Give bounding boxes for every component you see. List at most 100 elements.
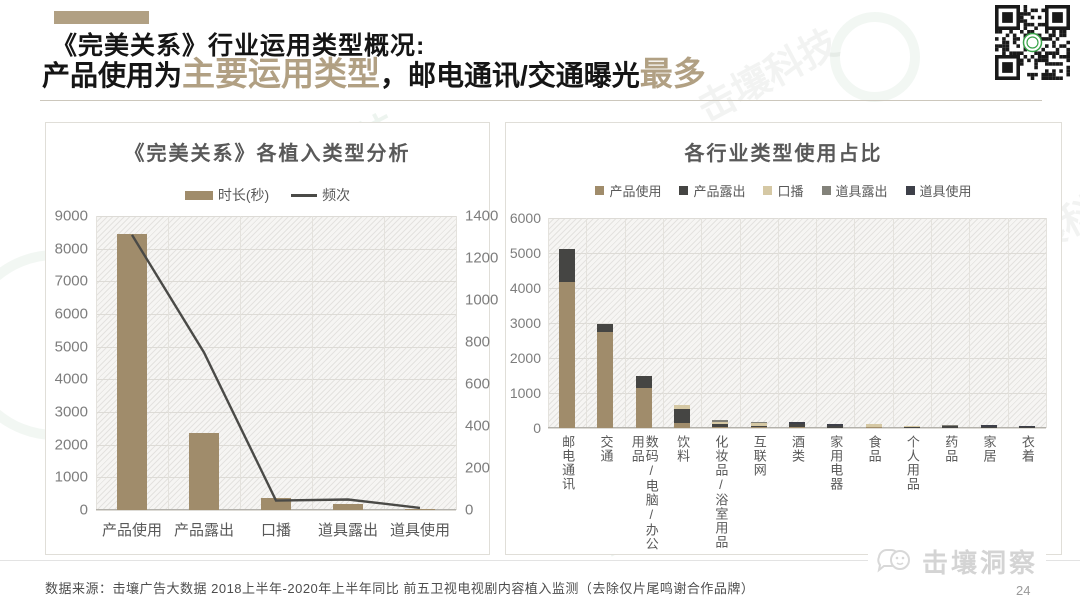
segment-道具使用-衣着 [1018,425,1035,428]
gridline-v [854,218,856,428]
segment-产品使用-邮电通讯 [559,282,576,428]
gridline-h [96,412,456,413]
data-source-note: 数据来源：击壤广告大数据 2018上半年-2020年上半年同比 前五卫视电视剧内… [45,581,755,596]
gridline-v [240,216,241,510]
segment-产品露出-药品 [942,426,959,428]
segment-口播-个人用品 [903,425,920,428]
segment-道具露出-互联网 [750,421,767,424]
left-chart-panel: 《完美关系》各植入类型分析 时长(秒) 频次 9000 8000 7000 6000 500… [45,122,498,555]
gridline-v [168,216,169,510]
gridline-v [456,216,457,510]
y-axis-tick: 3000 [509,315,541,331]
x-label-道具露出: 道具露出 [317,522,378,539]
y-axis-right-tick: 400 [465,417,491,435]
道具使用-swatch [905,186,915,195]
header-accent-bar [54,11,149,24]
y-axis-right-tick: 600 [465,375,491,393]
segment-口播-化妆品/浴室用品 [712,422,729,424]
gridline-h [548,288,1046,289]
x-label-个人用品: 个人用品 [904,435,920,491]
duration-legend-label: 时长(秒) [217,187,270,203]
gridline-v [96,216,97,510]
gridline-v [701,218,703,428]
x-label-道具使用: 道具使用 [389,522,450,539]
gridline-h [96,379,456,381]
right-chart-plot [548,218,1047,429]
legend-item-duration: 时长(秒) [184,185,270,205]
slide-title-line1: 《完美关系》行业运用类型概况: [52,32,426,60]
y-axis-right-tick: 800 [465,333,491,351]
x-label-化妆品/浴室用品: 化妆品/浴室用品 [713,435,729,549]
segment-产品露出-酒类 [789,423,805,428]
segment-产品露出-家居 [980,426,997,428]
x-label-产品使用: 产品使用 [101,522,162,539]
y-axis-right-tick: 200 [465,459,491,477]
y-axis-left-tick: 3000 [54,403,88,421]
duration-swatch [184,190,213,200]
left-chart-legend: 时长(秒) 频次 [46,185,489,205]
left-chart-plot [96,216,457,511]
y-axis-tick: 0 [533,420,541,436]
y-axis-left-tick: 2000 [54,436,88,454]
y-axis-left-tick: 1000 [54,468,88,486]
x-label-家用电器: 家用电器 [828,435,844,491]
y-axis-left-tick: 5000 [54,338,88,356]
segment-产品露出-数码/电脑/办公用品 [635,375,652,389]
watermark-ring-1 [830,12,920,102]
header-divider [40,100,1042,101]
y-axis-right-tick: 1200 [465,249,499,267]
gridline-h [96,444,456,446]
right-chart-legend: 产品使用 产品露出 口播 道具露出 道具使用 [506,181,1061,200]
gridline-v [586,218,588,428]
gridline-h [548,218,1046,219]
gridline-v [1046,218,1047,428]
brand-watermark-text: 击壤洞察 [922,547,1039,578]
segment-产品露出-化妆品/浴室用品 [712,423,729,427]
gridline-v [662,218,664,428]
gridline-v [624,218,626,428]
segment-产品露出-家用电器 [827,425,844,428]
gridline-v [1007,218,1009,428]
segment-产品使用-化妆品/浴室用品 [712,426,729,428]
frequency-legend-label: 频次 [322,187,351,203]
y-axis-tick: 6000 [509,210,541,226]
y-axis-tick: 4000 [509,280,541,296]
gridline-h [548,428,1046,429]
x-label-产品露出: 产品露出 [173,522,234,539]
legend-item-产品露出: 产品露出 [679,181,745,200]
x-label-药品: 药品 [943,435,959,463]
x-label-互联网: 互联网 [751,435,767,477]
gridline-h [96,477,456,479]
产品使用-swatch [595,186,605,195]
gridline-h [96,248,456,250]
y-axis-left-tick: 4000 [54,370,88,388]
x-label-饮料: 饮料 [675,435,691,463]
产品露出-legend-label: 产品露出 [693,184,746,199]
产品使用-legend-label: 产品使用 [609,184,662,199]
segment-产品使用-交通 [597,332,614,428]
segment-产品露出-饮料 [674,408,691,423]
right-chart-title: 各行业类型使用占比 [684,143,883,165]
y-axis-left-tick: 0 [79,501,88,519]
x-label-口播: 口播 [260,522,291,539]
legend-item-frequency: 频次 [291,185,350,205]
segment-口播-食品 [865,423,882,427]
segment-产品使用-数码/电脑/办公用品 [635,388,652,428]
segment-产品露出-衣着 [1018,426,1035,428]
qr-code [995,5,1070,80]
x-label-邮电通讯: 邮电通讯 [560,435,576,491]
gridline-h [548,393,1046,394]
gridline-h [96,510,456,511]
gridline-v [931,218,933,428]
gridline-v [892,218,894,428]
segment-产品露出-邮电通讯 [559,249,576,283]
gridline-v [969,218,971,428]
segment-产品露出-交通 [597,323,614,333]
bar-产品使用 [117,233,147,510]
gridline-v [312,216,313,510]
x-label-酒类: 酒类 [790,435,805,463]
segment-道具露出-化妆品/浴室用品 [712,419,729,423]
x-label-衣着: 衣着 [1019,435,1035,463]
口播-legend-label: 口播 [777,184,804,199]
title-line2-part-2: ，邮电通讯/交通曝光 [380,60,640,91]
